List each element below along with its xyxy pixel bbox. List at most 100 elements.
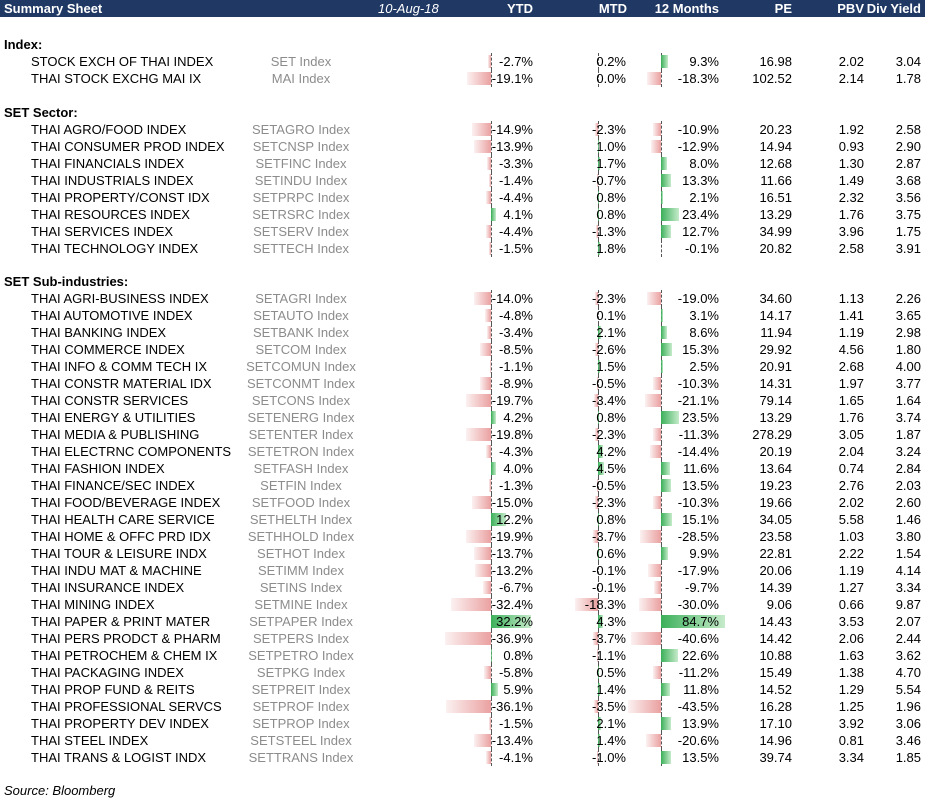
ticker: SETPRPC Index bbox=[252, 190, 350, 205]
mtd-bar bbox=[596, 225, 598, 238]
table-row: THAI INDU MAT & MACHINE SETIMM Index -13.2… bbox=[0, 562, 925, 579]
m12-value: 12.7% bbox=[682, 224, 719, 239]
mtd-value: 0.8% bbox=[596, 190, 626, 205]
ticker: SETTECH Index bbox=[252, 241, 350, 256]
table-row: THAI INDUSTRIALS INDEX SETINDU Index -1.4%… bbox=[0, 172, 925, 189]
ytd-value: 5.9% bbox=[503, 682, 533, 697]
m12-value: 11.6% bbox=[683, 461, 719, 476]
mtd-axis bbox=[598, 494, 599, 511]
ytd-bar bbox=[483, 666, 491, 679]
table-row: THAI INFO & COMM TECH IX SETCOMUN Index -1… bbox=[0, 358, 925, 375]
mtd-value: 0.0% bbox=[596, 71, 626, 86]
index-name: THAI TOUR & LEISURE INDX bbox=[31, 546, 207, 561]
ytd-bar bbox=[485, 309, 491, 322]
table-row: THAI ENERGY & UTILITIES SETENERG Index 4.2… bbox=[0, 409, 925, 426]
table-row: THAI SERVICES INDEX SETSERV Index -4.4% -1.… bbox=[0, 223, 925, 240]
pbv-value: 1.41 bbox=[838, 308, 864, 323]
mtd-value: 1.8% bbox=[596, 241, 626, 256]
mtd-bar bbox=[598, 191, 599, 204]
pe-value: 14.94 bbox=[759, 139, 792, 154]
index-name: STOCK EXCH OF THAI INDEX bbox=[31, 54, 214, 69]
m12-axis bbox=[661, 426, 662, 443]
ytd-value: -2.7% bbox=[499, 54, 533, 69]
mtd-axis bbox=[598, 596, 599, 613]
m12-bar bbox=[661, 343, 673, 356]
index-name: THAI PETROCHEM & CHEM IX bbox=[31, 648, 218, 663]
divyield-value: 3.34 bbox=[895, 580, 921, 595]
ytd-value: 32.2% bbox=[496, 614, 533, 629]
m12-bar bbox=[661, 55, 668, 68]
index-name: THAI PROPERTY DEV INDEX bbox=[31, 716, 209, 731]
ytd-bar bbox=[491, 208, 497, 221]
m12-bar bbox=[661, 547, 669, 560]
m12-value: 9.9% bbox=[689, 546, 719, 561]
ytd-axis bbox=[491, 477, 492, 494]
m12-bar bbox=[647, 72, 661, 85]
m12-axis bbox=[661, 392, 662, 409]
m12-bar bbox=[661, 479, 672, 492]
m12-value: -0.1% bbox=[685, 241, 719, 256]
pbv-value: 1.19 bbox=[838, 563, 864, 578]
mtd-value: 2.1% bbox=[596, 325, 626, 340]
index-name: THAI FINANCIALS INDEX bbox=[31, 156, 185, 171]
divyield-value: 1.54 bbox=[895, 546, 921, 561]
ytd-axis bbox=[491, 341, 492, 358]
divyield-value: 2.87 bbox=[895, 156, 921, 171]
ytd-value: -13.7% bbox=[491, 546, 533, 561]
table-row: THAI COMMERCE INDEX SETCOM Index -8.5% -2.6… bbox=[0, 341, 925, 358]
ticker: SETCONMT Index bbox=[246, 376, 356, 391]
col-divyield-header: Div Yield bbox=[866, 1, 921, 16]
mtd-axis bbox=[598, 528, 599, 545]
table-row: THAI PROFESSIONAL SERVCS SETPROF Index -36… bbox=[0, 698, 925, 715]
ytd-bar bbox=[489, 360, 491, 373]
ytd-axis bbox=[491, 630, 492, 647]
m12-bar bbox=[661, 411, 679, 424]
ticker: SETIMM Index bbox=[258, 563, 344, 578]
ytd-axis bbox=[491, 664, 492, 681]
divyield-value: 2.84 bbox=[895, 461, 921, 476]
mtd-bar bbox=[598, 717, 601, 730]
section-heading: SET Sector: bbox=[4, 105, 78, 120]
table-row: THAI MEDIA & PUBLISHING SETENTER Index -19… bbox=[0, 426, 925, 443]
ytd-bar bbox=[491, 615, 532, 628]
ytd-bar bbox=[474, 564, 491, 577]
pbv-value: 3.05 bbox=[838, 427, 864, 442]
m12-value: -17.9% bbox=[677, 563, 719, 578]
col-pe-header: PE bbox=[774, 1, 792, 16]
divyield-value: 1.64 bbox=[895, 393, 921, 408]
divyield-value: 3.77 bbox=[895, 376, 921, 391]
m12-bar bbox=[661, 615, 725, 628]
mtd-bar bbox=[598, 208, 599, 221]
pbv-value: 1.13 bbox=[838, 291, 864, 306]
ticker: SETFINC Index bbox=[255, 156, 347, 171]
m12-value: -30.0% bbox=[677, 597, 719, 612]
divyield-value: 1.85 bbox=[895, 750, 921, 765]
index-name: THAI MINING INDEX bbox=[31, 597, 155, 612]
ytd-bar bbox=[489, 242, 491, 255]
ytd-bar bbox=[487, 55, 491, 68]
pe-value: 14.42 bbox=[759, 631, 792, 646]
m12-value: -28.5% bbox=[677, 529, 719, 544]
pbv-value: 1.97 bbox=[838, 376, 864, 391]
divyield-value: 1.80 bbox=[895, 342, 921, 357]
index-name: THAI STOCK EXCHG MAI IX bbox=[31, 71, 202, 86]
pbv-value: 5.58 bbox=[838, 512, 864, 527]
pe-value: 22.81 bbox=[759, 546, 792, 561]
index-name: THAI ELECTRNC COMPONENTS bbox=[31, 444, 232, 459]
table-row: THAI INSURANCE INDEX SETINS Index -6.7% -0.… bbox=[0, 579, 925, 596]
mtd-value: 2.1% bbox=[596, 716, 626, 731]
pbv-value: 2.68 bbox=[838, 359, 864, 374]
pbv-value: 2.04 bbox=[838, 444, 864, 459]
m12-bar bbox=[651, 140, 661, 153]
col-pbv-header: PBV bbox=[837, 1, 864, 16]
m12-axis bbox=[661, 562, 662, 579]
m12-value: 15.1% bbox=[682, 512, 719, 527]
m12-bar bbox=[661, 462, 670, 475]
mtd-bar bbox=[598, 360, 600, 373]
table-row: THAI TOUR & LEISURE INDX SETHOT Index -13.… bbox=[0, 545, 925, 562]
pe-value: 16.98 bbox=[759, 54, 792, 69]
table-row: THAI AUTOMOTIVE INDEX SETAUTO Index -4.8% 0… bbox=[0, 307, 925, 324]
ticker: SETPROP Index bbox=[252, 716, 350, 731]
m12-bar bbox=[661, 208, 679, 221]
divyield-value: 4.70 bbox=[895, 665, 921, 680]
